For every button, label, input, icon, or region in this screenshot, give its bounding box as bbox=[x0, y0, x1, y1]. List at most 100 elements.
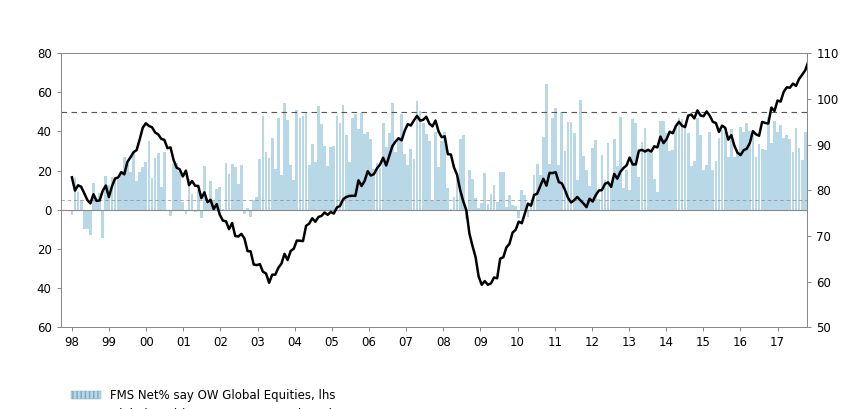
Bar bbox=[398, 140, 400, 210]
Bar bbox=[329, 148, 332, 210]
Bar bbox=[671, 150, 674, 210]
Bar bbox=[363, 134, 366, 210]
Bar bbox=[305, 113, 307, 210]
Bar bbox=[351, 117, 353, 210]
Bar bbox=[483, 173, 486, 210]
Bar bbox=[265, 153, 267, 210]
Bar bbox=[406, 165, 409, 210]
Bar bbox=[108, 185, 110, 210]
Bar bbox=[733, 157, 736, 210]
Bar bbox=[619, 117, 621, 210]
Bar bbox=[357, 129, 360, 210]
Bar bbox=[536, 164, 538, 210]
Bar bbox=[511, 205, 514, 210]
Bar bbox=[493, 185, 496, 210]
Bar bbox=[243, 210, 246, 214]
Bar bbox=[431, 201, 434, 210]
Bar bbox=[591, 148, 594, 210]
Bar bbox=[613, 139, 615, 210]
Bar bbox=[625, 170, 628, 210]
Bar bbox=[752, 135, 754, 210]
Bar bbox=[659, 121, 661, 210]
Bar bbox=[631, 119, 635, 210]
Bar bbox=[459, 139, 462, 210]
Bar bbox=[786, 135, 788, 210]
Bar bbox=[354, 114, 357, 210]
Bar bbox=[693, 161, 696, 210]
Bar bbox=[607, 143, 609, 210]
Bar bbox=[295, 110, 299, 210]
Bar bbox=[804, 132, 806, 210]
Bar bbox=[573, 133, 575, 210]
Bar bbox=[514, 206, 517, 210]
Bar bbox=[240, 165, 243, 210]
Bar bbox=[203, 166, 206, 210]
Bar bbox=[209, 181, 212, 210]
Bar bbox=[760, 149, 764, 210]
Bar bbox=[736, 151, 739, 210]
Bar bbox=[317, 106, 319, 210]
Bar bbox=[92, 183, 95, 210]
Bar bbox=[181, 202, 184, 210]
Bar bbox=[551, 118, 554, 210]
Bar bbox=[767, 117, 770, 210]
Bar bbox=[378, 168, 381, 210]
Bar bbox=[416, 101, 418, 210]
Bar bbox=[616, 166, 619, 210]
Bar bbox=[98, 193, 101, 210]
Bar bbox=[311, 144, 313, 210]
Bar bbox=[141, 167, 144, 210]
Bar bbox=[450, 209, 452, 210]
Bar bbox=[539, 175, 542, 210]
Bar bbox=[360, 113, 363, 210]
Bar bbox=[444, 132, 446, 210]
Bar bbox=[428, 141, 431, 210]
Bar bbox=[527, 210, 529, 217]
Bar bbox=[740, 127, 742, 210]
Bar bbox=[253, 200, 255, 210]
Bar bbox=[339, 123, 341, 210]
Bar bbox=[293, 180, 295, 210]
Bar bbox=[712, 170, 714, 210]
Legend: FMS Net% say OW Global Equities, lhs, Global Equities vs 60-30-10 Basket, rhs: FMS Net% say OW Global Equities, lhs, Gl… bbox=[67, 384, 347, 409]
Bar bbox=[247, 208, 249, 210]
Bar bbox=[742, 132, 745, 210]
Bar bbox=[782, 138, 785, 210]
Bar bbox=[249, 210, 252, 217]
Bar bbox=[792, 152, 794, 210]
Bar bbox=[366, 132, 369, 210]
Bar bbox=[798, 148, 800, 210]
Bar bbox=[644, 128, 647, 210]
Bar bbox=[104, 176, 107, 210]
Bar bbox=[486, 204, 490, 210]
Bar bbox=[474, 198, 477, 210]
Bar bbox=[221, 209, 224, 210]
Bar bbox=[372, 169, 375, 210]
Bar bbox=[326, 166, 329, 210]
Bar bbox=[219, 187, 221, 210]
Bar bbox=[348, 162, 351, 210]
Bar bbox=[468, 170, 470, 210]
Bar bbox=[120, 171, 122, 210]
Bar bbox=[382, 123, 385, 210]
Bar bbox=[314, 162, 317, 210]
Bar bbox=[647, 151, 649, 210]
Bar bbox=[773, 121, 776, 210]
Bar bbox=[178, 172, 181, 210]
Bar bbox=[391, 103, 394, 210]
Bar bbox=[706, 165, 708, 210]
Bar bbox=[267, 158, 271, 210]
Bar bbox=[699, 135, 702, 210]
Bar bbox=[641, 142, 643, 210]
Bar bbox=[163, 152, 166, 210]
Bar bbox=[561, 112, 563, 210]
Bar bbox=[197, 191, 200, 210]
Bar bbox=[80, 200, 82, 210]
Bar bbox=[82, 210, 86, 229]
Bar bbox=[718, 138, 720, 210]
Bar bbox=[404, 154, 406, 210]
Bar bbox=[434, 132, 437, 210]
Bar bbox=[656, 192, 659, 210]
Bar bbox=[376, 163, 378, 210]
Bar bbox=[465, 210, 468, 219]
